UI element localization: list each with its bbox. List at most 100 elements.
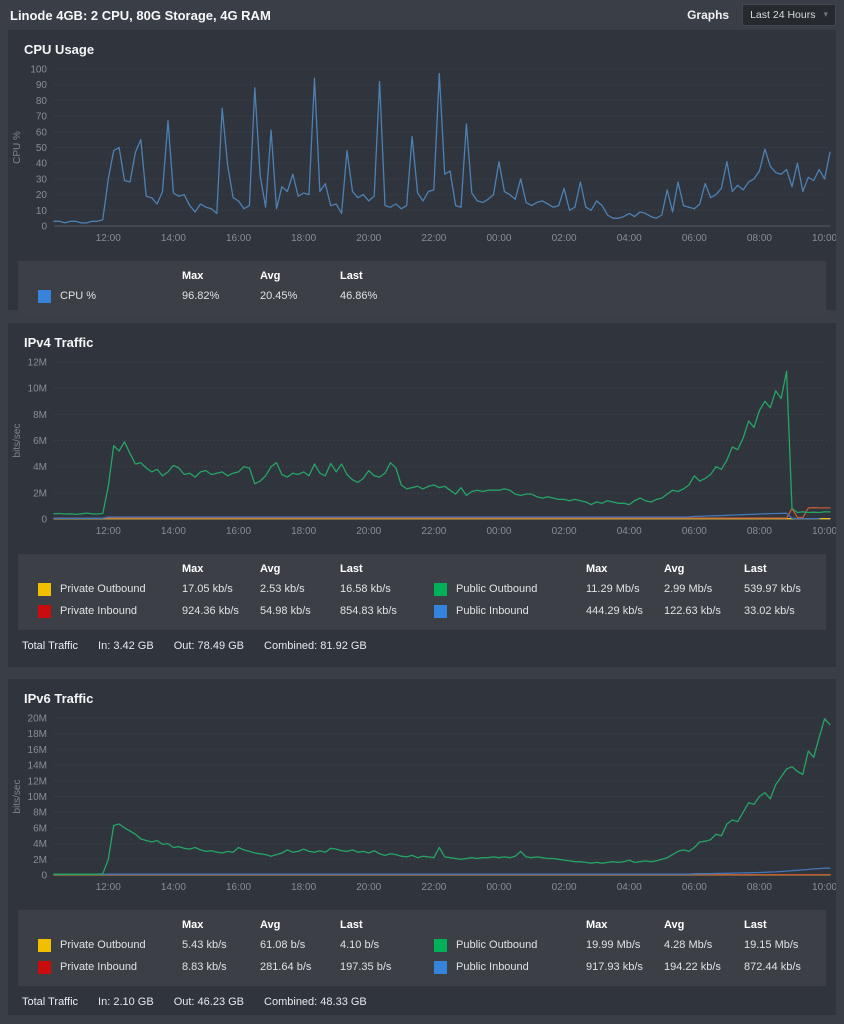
chevron-down-icon: ▾ [823,8,828,19]
cpu-legend: Max Avg Last CPU % 96.82% 20.45% 46.86% [18,261,826,315]
cpu-max: 96.82% [182,290,220,302]
legend-row-public-outbound: Public Outbound [422,934,586,956]
svg-text:06:00: 06:00 [682,882,707,893]
cpu-usage-chart: 0 10 20 30 40 50 60 70 80 90 100 12:00 14:00 16:00 18:… [8,62,838,253]
ipv4-total-in: In: 3.42 GB [98,640,154,652]
svg-text:50: 50 [36,143,48,154]
svg-text:22:00: 22:00 [421,526,446,537]
svg-text:06:00: 06:00 [682,526,707,537]
svg-text:20M: 20M [28,714,47,725]
svg-text:14:00: 14:00 [161,526,186,537]
svg-text:18:00: 18:00 [291,882,316,893]
svg-text:14M: 14M [28,761,47,772]
ipv4-legend: Max Avg Last Private Outbound 17.05 kb/s… [18,554,826,630]
svg-text:70: 70 [36,112,48,123]
svg-text:12M: 12M [28,358,47,369]
ipv6-total-traffic: Total Traffic In: 2.10 GB Out: 46.23 GB … [22,996,367,1008]
svg-text:bits/sec: bits/sec [12,780,23,814]
svg-text:18M: 18M [28,729,47,740]
ipv4-total-combined: Combined: 81.92 GB [264,640,367,652]
public-outbound-swatch [434,938,447,952]
svg-text:10:00: 10:00 [812,526,836,537]
svg-text:20:00: 20:00 [356,882,381,893]
svg-text:0: 0 [41,515,47,526]
svg-text:0: 0 [41,871,47,882]
svg-text:2M: 2M [33,855,47,866]
svg-text:bits/sec: bits/sec [12,424,23,458]
svg-text:02:00: 02:00 [552,882,577,893]
svg-text:8M: 8M [33,808,47,819]
private-inbound-swatch [38,604,51,618]
svg-text:12:00: 12:00 [96,233,121,244]
svg-text:16:00: 16:00 [226,882,251,893]
private-inbound-swatch [38,960,51,974]
public-inbound-swatch [434,604,447,618]
svg-text:18:00: 18:00 [291,233,316,244]
svg-text:100: 100 [30,65,47,76]
cpu-swatch [38,289,51,303]
svg-text:20: 20 [36,190,48,201]
svg-text:14:00: 14:00 [161,882,186,893]
svg-text:8M: 8M [33,410,47,421]
svg-text:20:00: 20:00 [356,233,381,244]
linode-plan-title: Linode 4GB: 2 CPU, 80G Storage, 4G RAM [10,7,271,23]
svg-text:2M: 2M [33,488,47,499]
svg-text:00:00: 00:00 [486,882,511,893]
svg-text:4M: 4M [33,462,47,473]
legend-row-private-outbound: Private Outbound [18,578,182,600]
svg-text:22:00: 22:00 [421,882,446,893]
graphs-label: Graphs [687,8,730,22]
svg-text:10M: 10M [28,384,47,395]
svg-text:10:00: 10:00 [812,882,836,893]
svg-text:60: 60 [36,127,48,138]
svg-text:0: 0 [41,222,47,233]
public-inbound-swatch [434,960,447,974]
svg-text:14:00: 14:00 [161,233,186,244]
svg-text:08:00: 08:00 [747,233,772,244]
svg-text:04:00: 04:00 [617,526,642,537]
svg-text:10:00: 10:00 [812,233,836,244]
legend-row-private-outbound: Private Outbound [18,934,182,956]
legend-row-public-outbound: Public Outbound [422,578,586,600]
ipv6-total-out: Out: 46.23 GB [173,996,245,1008]
svg-text:4M: 4M [33,839,47,850]
legend-row-private-inbound: Private Inbound [18,956,182,978]
svg-text:30: 30 [36,174,48,185]
legend-row-public-inbound: Public Inbound [422,956,586,978]
svg-text:16:00: 16:00 [226,233,251,244]
svg-text:16:00: 16:00 [226,526,251,537]
ipv6-total-combined: Combined: 48.33 GB [264,996,367,1008]
svg-text:16M: 16M [28,745,47,756]
svg-text:12:00: 12:00 [96,526,121,537]
cpu-usage-title: CPU Usage [24,42,95,57]
svg-text:22:00: 22:00 [421,233,446,244]
svg-text:6M: 6M [33,436,47,447]
ipv4-traffic-title: IPv4 Traffic [24,335,94,350]
public-outbound-swatch [434,582,447,596]
svg-text:6M: 6M [33,823,47,834]
ipv6-total-in: In: 2.10 GB [98,996,154,1008]
legend-row-cpu: CPU % [18,285,182,307]
svg-text:20:00: 20:00 [356,526,381,537]
col-avg: Avg [260,270,281,282]
top-bar: Linode 4GB: 2 CPU, 80G Storage, 4G RAM G… [0,0,844,30]
svg-text:10M: 10M [28,792,47,803]
ipv6-traffic-title: IPv6 Traffic [24,691,94,706]
svg-text:CPU %: CPU % [12,131,23,164]
legend-row-public-inbound: Public Inbound [422,600,586,622]
ipv4-traffic-panel: IPv4 Traffic 0 2M 4M 6M 8M 10M 12M 12:00 14:00 16… [8,323,838,667]
svg-text:06:00: 06:00 [682,233,707,244]
svg-text:04:00: 04:00 [617,233,642,244]
svg-text:12:00: 12:00 [96,882,121,893]
legend-row-private-inbound: Private Inbound [18,600,182,622]
cpu-usage-panel: CPU Usage 0 10 20 30 40 50 60 70 80 90 100 12:00 14:… [8,30,838,315]
svg-text:10: 10 [36,206,48,217]
ipv6-legend: Max Avg Last Private Outbound 5.43 kb/s … [18,910,826,986]
time-range-select[interactable]: Last 24 Hours ▾ [742,4,836,26]
col-last: Last [340,270,363,282]
cpu-last: 46.86% [340,290,378,302]
cpu-avg: 20.45% [260,290,298,302]
svg-text:90: 90 [36,80,48,91]
time-range-value: Last 24 Hours [750,9,816,21]
svg-text:40: 40 [36,159,48,170]
